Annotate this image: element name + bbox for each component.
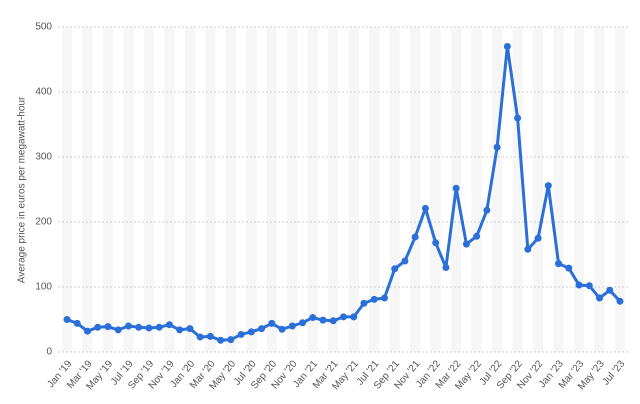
stripe xyxy=(123,27,134,352)
point xyxy=(391,265,399,273)
point xyxy=(217,336,225,344)
stripe xyxy=(430,27,441,352)
point xyxy=(299,319,307,327)
stripe xyxy=(491,27,503,352)
stripe xyxy=(369,27,380,352)
stripe xyxy=(348,27,359,352)
point xyxy=(268,319,276,327)
stripe xyxy=(328,27,339,352)
stripe xyxy=(287,27,298,352)
point xyxy=(565,264,573,272)
point xyxy=(206,332,214,340)
stripe xyxy=(102,27,114,352)
point xyxy=(278,325,286,333)
point xyxy=(329,317,337,325)
stripe xyxy=(512,27,523,352)
point xyxy=(452,184,460,192)
y-axis-label: Average price in euros per megawatt-hour xyxy=(17,96,28,283)
stripe xyxy=(184,27,196,352)
point xyxy=(514,114,522,122)
stripe xyxy=(614,27,626,352)
y-tick-label: 500 xyxy=(35,22,52,33)
point xyxy=(73,319,81,327)
point xyxy=(83,327,91,335)
stripe xyxy=(389,27,400,352)
stripe xyxy=(61,27,73,352)
stripe xyxy=(307,27,318,352)
y-tick-label: 400 xyxy=(35,87,52,98)
y-tick-label: 100 xyxy=(35,282,52,293)
point xyxy=(176,326,184,334)
point xyxy=(247,328,255,336)
point xyxy=(145,324,153,332)
point xyxy=(585,282,593,290)
point xyxy=(462,240,470,248)
point xyxy=(186,325,194,333)
point xyxy=(155,323,163,331)
point xyxy=(114,326,122,334)
point xyxy=(380,294,388,302)
point xyxy=(165,321,173,329)
point xyxy=(411,233,419,241)
point xyxy=(227,336,235,344)
stripe xyxy=(594,27,605,352)
point xyxy=(237,330,245,338)
point xyxy=(94,323,102,331)
point xyxy=(421,204,429,212)
point xyxy=(258,325,266,333)
point xyxy=(483,206,491,214)
point xyxy=(616,297,624,305)
stripe xyxy=(410,27,421,352)
point xyxy=(606,286,614,294)
point xyxy=(473,232,481,240)
point xyxy=(493,143,501,151)
point xyxy=(104,323,112,331)
stripe xyxy=(164,27,175,352)
stripe xyxy=(532,27,544,352)
stripe xyxy=(225,27,236,352)
stripe xyxy=(573,27,585,352)
stripe xyxy=(246,27,257,352)
y-tick-label: 0 xyxy=(46,347,52,358)
y-tick-label: 200 xyxy=(35,217,52,228)
point xyxy=(319,316,327,324)
point xyxy=(196,333,204,341)
point xyxy=(340,313,347,321)
point xyxy=(575,281,583,289)
point xyxy=(544,182,552,190)
stripe xyxy=(471,27,482,352)
point xyxy=(309,314,317,322)
point xyxy=(432,239,440,247)
stripe xyxy=(266,27,277,352)
point xyxy=(135,323,143,331)
stripe xyxy=(143,27,155,352)
point xyxy=(63,316,71,323)
point xyxy=(524,245,532,253)
stripe xyxy=(82,27,93,352)
point xyxy=(442,264,450,271)
point xyxy=(370,295,378,303)
point xyxy=(124,322,132,330)
stripe xyxy=(553,27,564,352)
point xyxy=(555,260,563,268)
point xyxy=(350,313,358,321)
point xyxy=(534,234,542,242)
x-tick-label: Jul '23 xyxy=(601,358,628,387)
point xyxy=(401,257,409,265)
point xyxy=(503,43,511,50)
stripe xyxy=(205,27,216,352)
point xyxy=(596,294,604,302)
y-tick-label: 300 xyxy=(35,152,52,163)
point xyxy=(288,322,296,330)
point xyxy=(360,299,368,307)
